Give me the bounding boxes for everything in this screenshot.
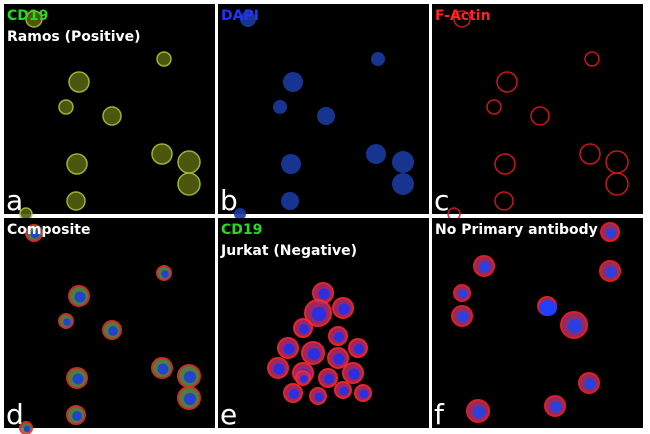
cell [530, 106, 550, 126]
nucleus [23, 425, 31, 433]
cell [486, 99, 502, 115]
nucleus [339, 386, 349, 396]
panel: DAPI b [218, 4, 429, 220]
cell [273, 100, 287, 114]
panel-letter: a [6, 184, 23, 217]
nucleus [300, 375, 308, 383]
nucleus [283, 343, 295, 355]
nucleus [333, 353, 345, 365]
cell [156, 51, 172, 67]
nucleus [324, 374, 334, 384]
nucleus [157, 363, 169, 375]
nucleus [584, 378, 596, 390]
cell [281, 154, 301, 174]
panel: CD19 Jurkat (Negative) e [218, 218, 429, 431]
panel-letter: c [434, 184, 449, 217]
cell [66, 153, 88, 175]
nucleus [72, 411, 82, 421]
cell [240, 11, 256, 27]
cell [317, 107, 335, 125]
nucleus [334, 332, 344, 342]
cell [66, 191, 86, 211]
panel: Composite d [4, 218, 215, 434]
cell [494, 153, 516, 175]
nucleus [299, 324, 309, 334]
nucleus [314, 392, 324, 402]
cell [68, 71, 90, 93]
nucleus [479, 261, 491, 273]
panel-label: Ramos (Positive) [7, 29, 141, 45]
nucleus [318, 288, 330, 300]
cell [151, 143, 173, 165]
nucleus [273, 363, 285, 375]
nucleus [458, 289, 468, 299]
cell [392, 173, 414, 195]
nucleus [289, 389, 299, 399]
panel-label: Composite [7, 222, 90, 238]
cell [177, 172, 201, 196]
cell [177, 150, 201, 174]
nucleus [183, 392, 197, 406]
panel-letter: b [220, 184, 238, 217]
nucleus [108, 326, 118, 336]
cell [25, 10, 43, 28]
cell [234, 208, 246, 220]
panel-label: No Primary antibody [435, 222, 598, 238]
cell [283, 72, 303, 92]
panel-letter: d [6, 398, 24, 431]
cell [494, 191, 514, 211]
cell [392, 151, 414, 173]
nucleus [338, 303, 350, 315]
panel-letter: e [220, 398, 237, 431]
nucleus [311, 306, 327, 322]
nucleus [457, 311, 469, 323]
cell [371, 52, 385, 66]
panel: CD19 Ramos (Positive) a [4, 4, 215, 221]
nucleus [567, 318, 583, 334]
panel-label: DAPI [221, 8, 259, 24]
nucleus [74, 291, 86, 303]
nucleus [183, 370, 197, 384]
nucleus [30, 229, 40, 239]
nucleus [354, 344, 364, 354]
panel-background [432, 4, 643, 214]
cell [281, 192, 299, 210]
cell [58, 99, 74, 115]
nucleus [550, 401, 562, 413]
nucleus [472, 405, 486, 419]
nucleus [605, 266, 617, 278]
nucleus [606, 228, 616, 238]
nucleus [63, 318, 71, 326]
panel-letter: f [434, 398, 445, 431]
panel: F-Actin c [432, 4, 643, 221]
panel: No Primary antibody f [432, 218, 643, 431]
cell [366, 144, 386, 164]
panel-label: CD19 [7, 8, 48, 24]
panel-label: Jurkat (Negative) [220, 243, 357, 259]
panel-label: CD19 [221, 222, 262, 238]
cell [496, 71, 518, 93]
panel-label: F-Actin [435, 8, 491, 24]
cell [584, 51, 600, 67]
nucleus [348, 368, 360, 380]
nucleus [359, 389, 369, 399]
nucleus [307, 347, 321, 361]
nucleus [161, 270, 169, 278]
nucleus [72, 373, 84, 385]
cell [453, 10, 471, 28]
cell [579, 143, 601, 165]
cell [605, 172, 629, 196]
cell [102, 106, 122, 126]
cell [539, 300, 557, 316]
